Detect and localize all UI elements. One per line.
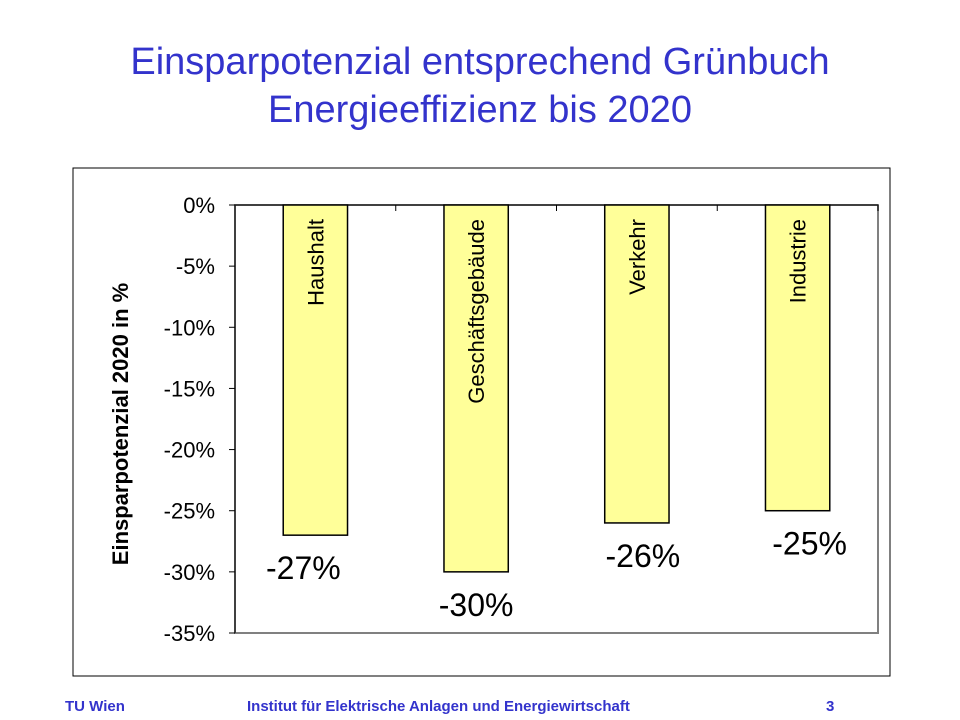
slide-title-line-2: Energieeffizienz bis 2020 bbox=[268, 89, 692, 131]
bar-value-label: -26% bbox=[606, 538, 681, 574]
y-tick-label: -10% bbox=[164, 315, 215, 340]
y-axis-label: Einsparpotenzial 2020 in % bbox=[108, 283, 133, 565]
footer-university: TU Wien bbox=[65, 698, 125, 715]
bar-category-label: Industrie bbox=[786, 219, 811, 303]
slide-title-line-1: Einsparpotenzial entsprechend Grünbuch bbox=[130, 41, 830, 83]
bar-3 bbox=[603, 204, 670, 524]
bar-value-label: -25% bbox=[772, 526, 847, 562]
y-axis: 0% -5% -10% -15% -20% -25% -30% -35% bbox=[164, 193, 236, 646]
bar-category-label: Verkehr bbox=[625, 219, 650, 295]
bar-category-label: Geschäftsgebäude bbox=[464, 219, 489, 404]
footer-page-number: 3 bbox=[826, 698, 835, 715]
y-tick-label: -30% bbox=[164, 560, 215, 585]
y-tick-label: -35% bbox=[164, 621, 215, 646]
footer-institute: Institut für Elektrische Anlagen und Ene… bbox=[247, 698, 630, 715]
bar-4 bbox=[764, 204, 831, 512]
bar-value-label: -27% bbox=[266, 550, 341, 586]
y-tick-label: -20% bbox=[164, 438, 215, 463]
bar-value-label: -30% bbox=[439, 587, 514, 623]
bar-series: Haushalt -27% Geschäftsgebäude -30% Verkehr -… bbox=[266, 204, 847, 623]
slide-title: Einsparpotenzial entsprechend Grünbuch E… bbox=[0, 38, 960, 134]
y-tick-label: -15% bbox=[164, 376, 215, 401]
bar-2 bbox=[443, 204, 510, 573]
bar-1 bbox=[282, 204, 349, 536]
y-tick-label: 0% bbox=[183, 193, 215, 218]
y-tick-label: -5% bbox=[176, 254, 215, 279]
y-tick-label: -25% bbox=[164, 499, 215, 524]
bar-category-label: Haushalt bbox=[303, 219, 328, 306]
